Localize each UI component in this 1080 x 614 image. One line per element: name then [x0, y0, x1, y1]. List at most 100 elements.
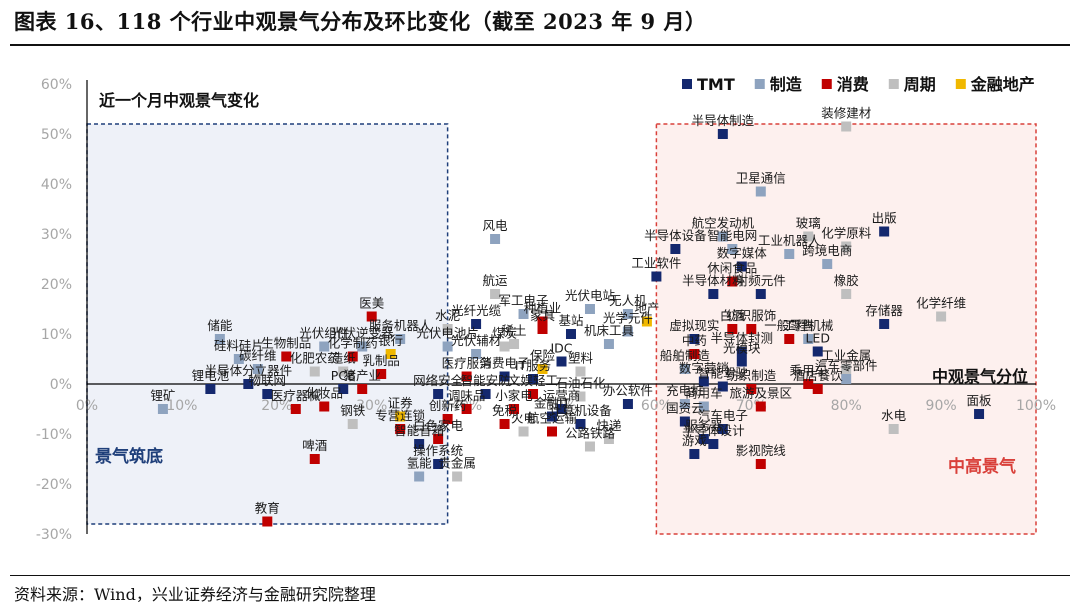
data-point	[499, 371, 510, 382]
data-point	[936, 311, 947, 322]
data-point	[717, 381, 728, 392]
point-label: 运营商	[543, 388, 581, 403]
point-label: 光伏逆变器	[331, 326, 394, 341]
data-point	[755, 459, 766, 469]
data-point	[689, 449, 700, 459]
data-point	[433, 459, 444, 469]
data-point	[537, 316, 548, 327]
point-label: 氢能	[407, 456, 433, 471]
point-label: 跨境电商	[802, 243, 852, 258]
data-point	[290, 404, 301, 414]
point-label: 金融IT	[534, 396, 571, 411]
data-point	[717, 129, 728, 139]
point-label: 军工电子	[499, 293, 549, 308]
data-point	[319, 401, 330, 412]
point-label: 化学纤维	[916, 296, 966, 311]
point-label: 酒店餐饮	[793, 368, 844, 383]
point-label: 船舶制造	[660, 348, 711, 363]
data-point	[471, 319, 482, 329]
source-note: 资料来源：Wind，兴业证券经济与金融研究院整理	[14, 585, 376, 604]
legend-label: TMT	[697, 75, 735, 94]
point-label: 煤炭	[492, 326, 517, 341]
legend-swatch	[682, 79, 692, 89]
data-point	[679, 416, 690, 427]
data-point	[452, 471, 463, 482]
data-point	[395, 334, 406, 344]
point-label: 光伏辅材	[451, 333, 501, 348]
data-point	[812, 346, 823, 357]
point-label: 乘用车	[789, 363, 827, 378]
data-point	[490, 234, 501, 244]
zone-high-label: 中高景气	[948, 456, 1016, 477]
data-point	[347, 351, 358, 362]
point-label: 航运	[483, 273, 509, 288]
x-tick-label: 20%	[261, 398, 292, 414]
data-point	[157, 404, 168, 414]
point-label: 光模块	[723, 341, 761, 356]
point-label: 工程机械	[783, 318, 834, 333]
data-point	[509, 404, 520, 414]
data-point	[689, 334, 700, 344]
y-tick-label: 40%	[41, 177, 72, 193]
data-point	[841, 241, 852, 252]
point-label: 光伏组件	[299, 326, 349, 341]
data-point	[205, 384, 216, 394]
data-point	[727, 244, 738, 254]
data-point	[651, 271, 662, 282]
point-label: 银行	[378, 333, 403, 348]
point-label: 碳纤维	[239, 348, 277, 363]
point-label: 锂电池	[192, 368, 230, 383]
data-point	[679, 399, 690, 409]
point-label: 一般零售	[764, 318, 814, 333]
x-tick-label: 30%	[356, 398, 387, 414]
data-point	[565, 329, 576, 339]
footer-rule	[10, 575, 1070, 576]
data-point	[262, 389, 273, 399]
data-point	[575, 391, 586, 402]
point-label: 贵金属	[438, 456, 476, 471]
data-point	[841, 121, 852, 132]
legend-label: 金融地产	[970, 75, 1035, 94]
point-label: 汽车电子	[698, 408, 748, 423]
point-label: 服务器	[685, 418, 723, 433]
data-point	[518, 309, 529, 319]
data-point	[717, 424, 728, 434]
point-label: 工业金属	[821, 348, 871, 363]
data-point	[338, 384, 349, 394]
data-point	[376, 369, 387, 379]
point-label: 医疗服务	[442, 356, 492, 371]
data-point	[357, 384, 368, 394]
point-label: LED	[805, 331, 830, 346]
point-label: 风电	[483, 218, 509, 233]
point-label: 虚拟现实	[669, 318, 719, 333]
x-tick-label: 80%	[831, 398, 862, 414]
point-label: 商用车	[685, 386, 723, 401]
point-label: 储能	[207, 318, 233, 333]
data-point	[746, 384, 757, 394]
data-point	[461, 404, 472, 414]
data-point	[879, 319, 890, 329]
point-label: 水泥	[435, 308, 460, 323]
point-label: 教育	[255, 501, 280, 516]
data-point	[528, 374, 539, 384]
data-point	[414, 439, 425, 449]
data-point	[974, 409, 985, 419]
x-tick-label: 10%	[166, 398, 197, 414]
point-label: 文娱轻工	[508, 373, 558, 388]
data-point	[879, 226, 890, 237]
point-label: 智能音箱	[394, 423, 444, 438]
chart-legend: TMT 制造 消费 周期 金融地产	[682, 75, 1035, 94]
data-point	[347, 419, 358, 429]
data-point	[784, 334, 795, 344]
y-tick-label: -30%	[36, 527, 72, 543]
y-tick-label: 0%	[50, 377, 72, 393]
data-point	[708, 439, 719, 449]
x-tick-label: 100%	[1016, 398, 1056, 414]
point-label: 硅料硅片	[214, 338, 264, 353]
y-axis-title: 近一个月中观景气变化	[99, 91, 259, 110]
data-point	[736, 346, 747, 357]
point-label: 机床工具	[584, 323, 635, 338]
title-rule	[10, 44, 1070, 46]
scatter-chart: 景气筑底 中高景气 60% 50% 40% 30% 20% 10% 0% -10% -20% -30…	[36, 75, 1056, 543]
